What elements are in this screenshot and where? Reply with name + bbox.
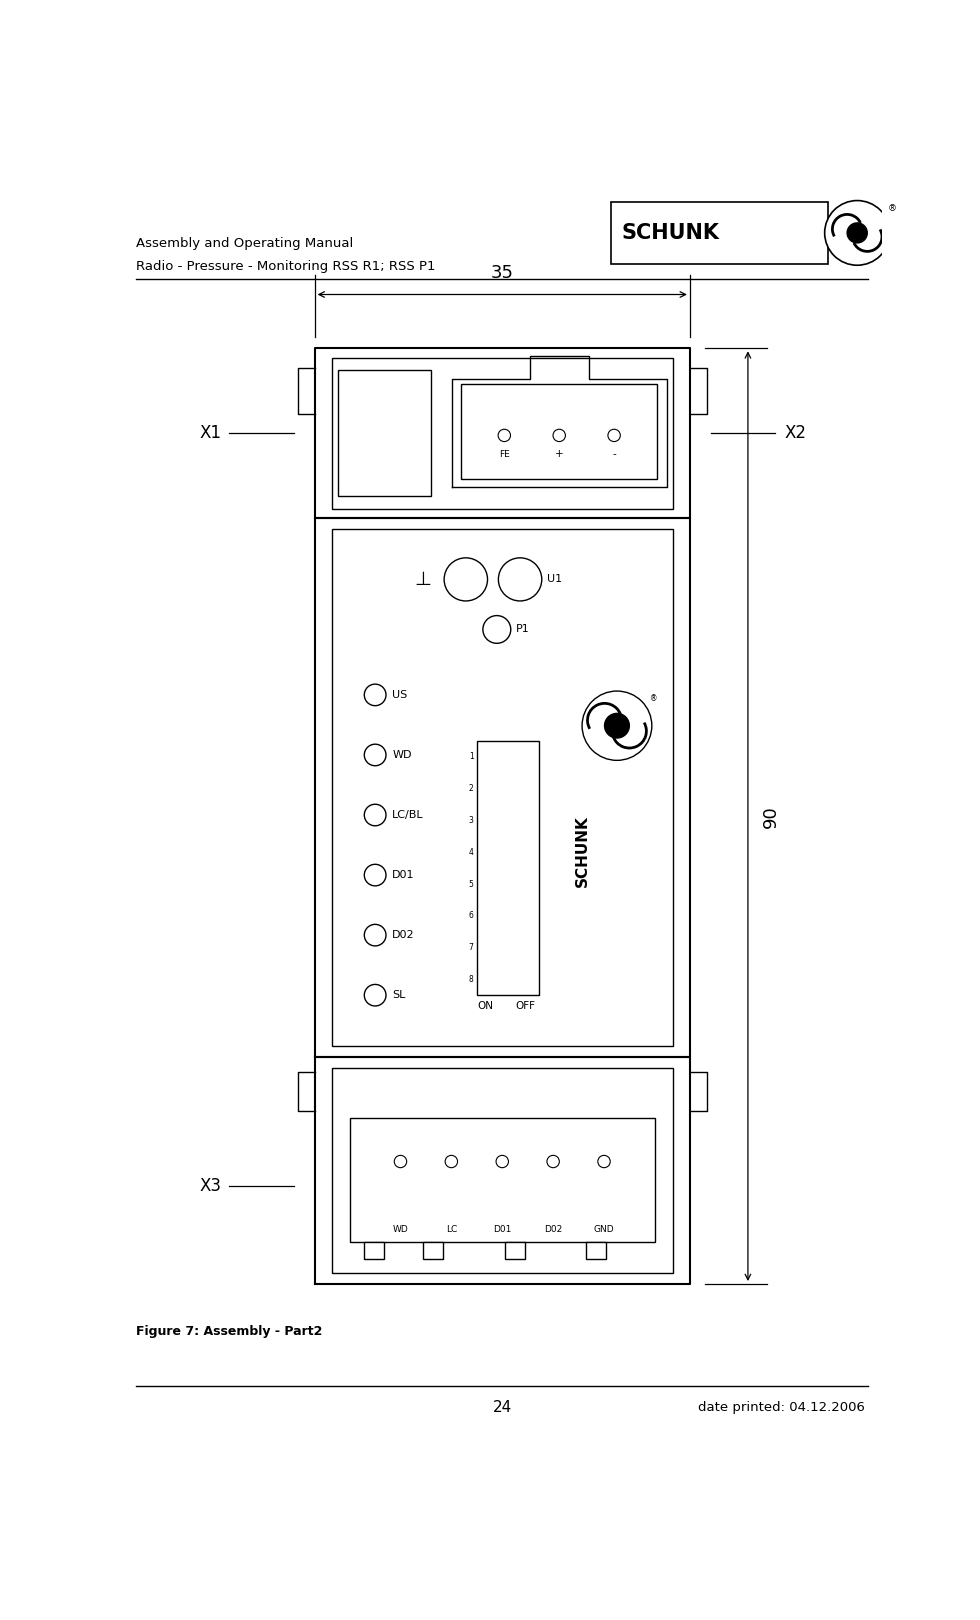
Text: D02: D02 [392,930,415,940]
Text: 5: 5 [468,880,473,888]
Text: X1: X1 [200,424,221,442]
Text: U1: U1 [547,575,563,585]
Text: 35: 35 [491,264,514,282]
Circle shape [582,692,652,760]
Text: 24: 24 [493,1400,512,1416]
Text: date printed: 04.12.2006: date printed: 04.12.2006 [698,1401,865,1414]
Bar [462,384,658,480]
Text: +: + [555,449,564,460]
Circle shape [365,985,386,1006]
Bar [332,528,672,1047]
Bar [332,1068,672,1273]
Bar [332,358,672,509]
Circle shape [498,429,511,442]
Circle shape [605,713,629,739]
Circle shape [598,1155,611,1168]
Circle shape [365,804,386,826]
Circle shape [444,557,487,601]
Circle shape [365,744,386,766]
Text: FE: FE [499,450,510,460]
Text: LC/BL: LC/BL [392,810,423,820]
Text: X3: X3 [200,1176,221,1196]
Circle shape [445,1155,458,1168]
Bar [611,202,828,264]
Text: WD: WD [392,750,412,760]
Text: SCHUNK: SCHUNK [574,815,590,888]
Text: 3: 3 [468,816,473,825]
Text: -: - [612,449,616,460]
Text: 6: 6 [468,912,473,920]
Circle shape [824,201,890,266]
Text: ON: ON [477,1001,493,1011]
Text: D01: D01 [493,1225,512,1234]
Circle shape [608,429,620,442]
Text: 4: 4 [468,847,473,857]
Text: ®: ® [651,693,658,703]
Bar [505,1241,524,1259]
Circle shape [365,684,386,706]
Text: SCHUNK: SCHUNK [621,224,719,243]
Text: ⊥: ⊥ [415,570,432,590]
Circle shape [394,1155,407,1168]
Text: 90: 90 [761,805,780,828]
Text: WD: WD [393,1225,409,1234]
Bar [350,1118,655,1241]
Circle shape [365,865,386,886]
Text: GND: GND [594,1225,614,1234]
Circle shape [496,1155,509,1168]
Bar [338,369,431,496]
Text: Figure 7: Assembly - Part2: Figure 7: Assembly - Part2 [136,1325,322,1338]
Text: 7: 7 [468,943,473,953]
Text: SL: SL [392,990,406,1000]
Text: ®: ® [888,204,898,212]
Text: 2: 2 [468,784,473,794]
Text: 1: 1 [468,752,473,761]
Circle shape [553,429,565,442]
Circle shape [847,224,867,243]
Text: P1: P1 [515,624,529,635]
Circle shape [547,1155,560,1168]
Text: 8: 8 [468,975,473,983]
Bar [364,1241,384,1259]
Bar [423,1241,443,1259]
Text: X2: X2 [784,424,807,442]
Circle shape [499,557,542,601]
Bar [477,740,539,995]
Text: OFF: OFF [515,1001,535,1011]
Text: D02: D02 [544,1225,563,1234]
Text: Radio - Pressure - Monitoring RSS R1; RSS P1: Radio - Pressure - Monitoring RSS R1; RS… [136,259,436,272]
Bar [586,1241,606,1259]
Text: D01: D01 [392,870,415,880]
Circle shape [483,616,511,643]
Text: US: US [392,690,408,700]
Circle shape [365,925,386,946]
Text: Assembly and Operating Manual: Assembly and Operating Manual [136,237,354,249]
Text: LC: LC [446,1225,457,1234]
